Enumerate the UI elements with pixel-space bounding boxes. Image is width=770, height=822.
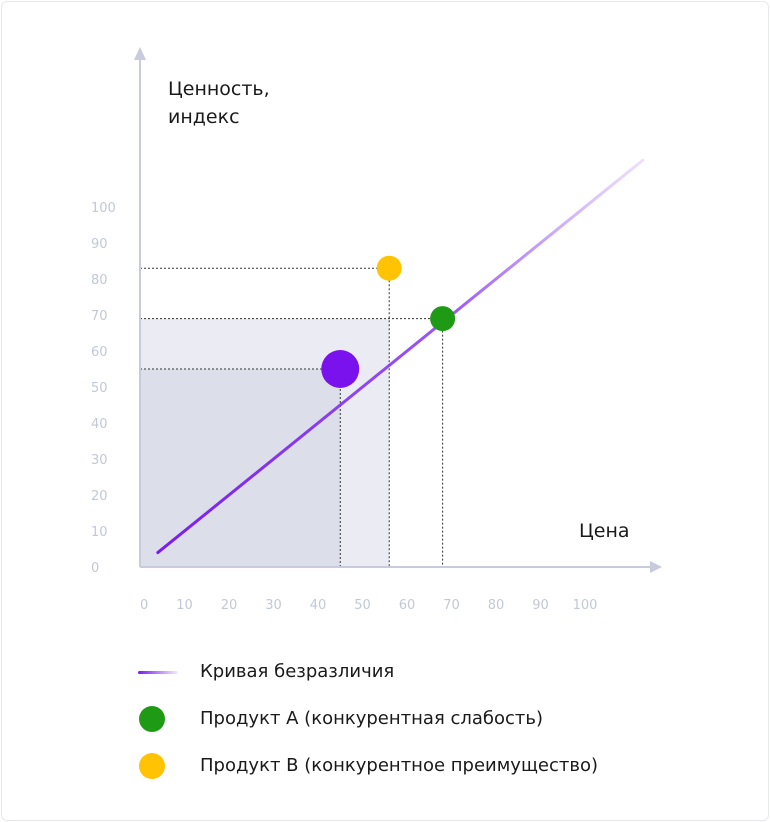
y-tick-label: 100: [91, 201, 116, 216]
legend-item-product-b: Продукт В (конкурентное преимущество): [138, 742, 738, 789]
point-current: [321, 350, 360, 388]
y-axis-title-line-1: Ценность,: [168, 78, 270, 100]
y-tick-label: 80: [91, 273, 108, 288]
x-tick-label: 100: [573, 598, 598, 613]
x-tick-label: 60: [399, 598, 416, 613]
x-tick-label: 50: [354, 598, 371, 613]
x-axis-title: Цена: [579, 520, 630, 542]
legend: Кривая безразличия Продукт А (конкурентн…: [138, 648, 738, 789]
scatter-chart: 0 10 20 30 40 50 60 70 80 90 100 0 10 20 30 40 50 60 70 80 9…: [91, 47, 662, 613]
y-tick-label: 40: [91, 417, 108, 432]
y-axis-title-line-2: индекс: [168, 106, 240, 128]
x-tick-label: 70: [443, 598, 460, 613]
point-product-a: [430, 306, 456, 332]
y-axis-arrow-icon: [134, 47, 146, 60]
y-tick-label: 10: [91, 525, 108, 540]
y-tick-label: 60: [91, 345, 108, 360]
x-tick-label: 80: [488, 598, 505, 613]
legend-item-product-a: Продукт А (конкурентная слабость): [138, 695, 738, 742]
y-tick-label: 90: [91, 237, 108, 252]
shaded-region-2: [140, 369, 341, 567]
y-tick-label: 0: [91, 561, 99, 576]
x-tick-label: 30: [265, 598, 282, 613]
x-tick-label: 0: [140, 598, 148, 613]
legend-label-product-b: Продукт В (конкурентное преимущество): [200, 755, 599, 776]
green-dot-legend-icon: [138, 705, 178, 732]
indifference-curve-line: [156, 158, 645, 555]
y-tick-label: 70: [91, 309, 108, 324]
legend-label-product-a: Продукт А (конкурентная слабость): [200, 708, 544, 729]
x-tick-label: 10: [176, 598, 193, 613]
y-tick-label: 50: [91, 381, 108, 396]
x-tick-label: 40: [310, 598, 327, 613]
legend-item-indifference-curve: Кривая безразличия: [138, 648, 738, 695]
x-axis-arrow-icon: [650, 561, 662, 573]
y-tick-label: 30: [91, 453, 108, 468]
x-tick-label: 90: [532, 598, 549, 613]
y-tick-label: 20: [91, 489, 108, 504]
line-legend-icon: [138, 659, 178, 685]
legend-label-indifference-curve: Кривая безразличия: [200, 661, 395, 682]
point-product-b: [376, 255, 402, 281]
yellow-dot-legend-icon: [138, 752, 178, 779]
x-tick-label: 20: [221, 598, 238, 613]
